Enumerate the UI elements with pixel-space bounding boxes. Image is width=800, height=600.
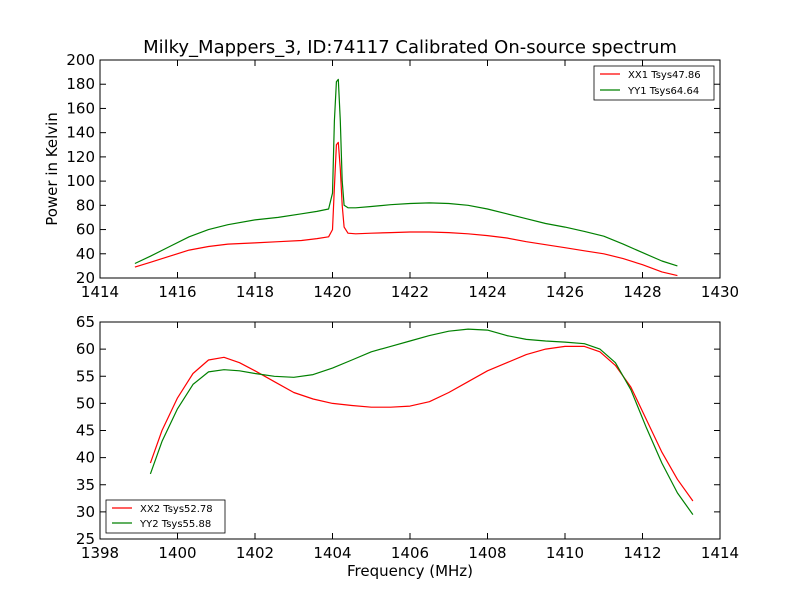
top-y-tick-label: 120 (66, 148, 95, 166)
top-legend-label-yy1: YY1 Tsys64.64 (627, 86, 699, 97)
top-y-tick-label: 140 (66, 124, 95, 142)
top-y-tick-label: 60 (76, 221, 95, 239)
bottom-y-tick-label: 30 (76, 503, 95, 521)
top-x-tick-label: 1418 (236, 283, 274, 301)
bottom-plot-frame (99, 321, 721, 540)
bottom-legend-label-xx2: XX2 Tsys52.78 (140, 504, 213, 515)
top-legend-box (593, 65, 715, 101)
top-plot-frame (99, 59, 721, 279)
bottom-x-tick-label: 1410 (546, 544, 584, 562)
bottom-legend-box (105, 499, 226, 534)
top-x-tick-label: 1428 (623, 283, 661, 301)
top-y-tick-label: 80 (76, 196, 95, 214)
bottom-y-tick-label: 60 (76, 340, 95, 358)
bottom-y-tick-label: 55 (76, 367, 95, 385)
bottom-x-tick-label: 1402 (236, 544, 274, 562)
bottom-x-tick-label: 1408 (468, 544, 506, 562)
top-x-tick-label: 1420 (313, 283, 351, 301)
bottom-y-tick-label: 35 (76, 476, 95, 494)
bottom-x-tick-label: 1414 (701, 544, 739, 562)
bottom-y-tick-label: 65 (76, 313, 95, 331)
top-x-tick-label: 1422 (391, 283, 429, 301)
top-x-tick-label: 1416 (158, 283, 196, 301)
bottom-series (149, 328, 694, 515)
top-legend-label-xx1: XX1 Tsys47.86 (628, 70, 701, 81)
top-panel: Milky_Mappers_3, ID:74117 Calibrated On-… (43, 37, 739, 301)
top-y-tick-label: 20 (76, 269, 95, 287)
bottom-x-axis-label: Frequency (MHz) (347, 562, 473, 580)
bottom-series-line-2 (149, 328, 694, 515)
bottom-x-tick-label: 1398 (81, 544, 119, 562)
top-y-tick-label: 200 (66, 51, 95, 69)
top-x-tick-label: 1424 (468, 283, 506, 301)
bottom-x-tick-label: 1400 (158, 544, 196, 562)
bottom-y-tick-label: 50 (76, 394, 95, 412)
top-y-tick-label: 180 (66, 75, 95, 93)
top-series (134, 78, 678, 277)
top-y-axis-label: Power in Kelvin (43, 112, 61, 226)
top-x-tick-label: 1414 (81, 283, 119, 301)
top-series-line-2 (134, 78, 678, 267)
top-x-tick-label: 1430 (701, 283, 739, 301)
top-y-tick-label: 160 (66, 99, 95, 117)
top-legend: XX1 Tsys47.86 YY1 Tsys64.64 (593, 65, 715, 101)
bottom-y-tick-label: 25 (76, 530, 95, 548)
bottom-legend-label-yy2: YY2 Tsys55.88 (139, 519, 211, 530)
top-y-tick-label: 100 (66, 172, 95, 190)
top-ticks: 1414 1416 1418 1420 1422 1424 1426 1428 1430 20 40… (66, 51, 739, 301)
bottom-y-tick-label: 40 (76, 449, 95, 467)
bottom-series-line-1 (149, 345, 694, 502)
bottom-x-tick-label: 1404 (313, 544, 351, 562)
top-chart-title: Milky_Mappers_3, ID:74117 Calibrated On-… (143, 37, 677, 58)
top-series-line-1 (134, 141, 678, 277)
bottom-x-tick-label: 1412 (623, 544, 661, 562)
bottom-y-tick-label: 45 (76, 422, 95, 440)
top-x-tick-label: 1426 (546, 283, 584, 301)
bottom-x-tick-label: 1406 (391, 544, 429, 562)
bottom-legend: XX2 Tsys52.78 YY2 Tsys55.88 (105, 499, 226, 534)
bottom-panel: 1398 1400 1402 1404 1406 1408 1410 1412 1414 25 30… (76, 313, 739, 580)
top-y-tick-label: 40 (76, 245, 95, 263)
bottom-ticks: 1398 1400 1402 1404 1406 1408 1410 1412 1414 25 30… (76, 313, 739, 562)
